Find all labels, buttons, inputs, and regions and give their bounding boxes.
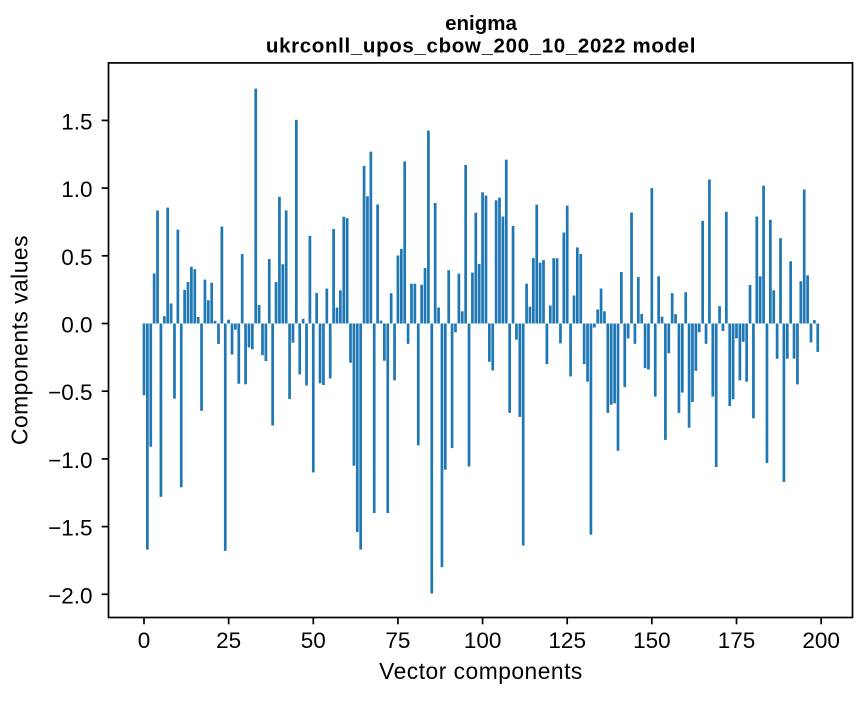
svg-text:75: 75 (385, 628, 410, 653)
svg-text:−1.0: −1.0 (48, 448, 92, 473)
svg-text:enigma: enigma (445, 12, 517, 35)
svg-text:125: 125 (548, 628, 586, 653)
svg-text:0.0: 0.0 (61, 313, 92, 338)
svg-text:−0.5: −0.5 (48, 380, 92, 405)
svg-text:50: 50 (301, 628, 326, 653)
svg-text:1.0: 1.0 (61, 177, 92, 202)
svg-text:0: 0 (138, 628, 151, 653)
svg-text:1.5: 1.5 (61, 109, 92, 134)
svg-text:200: 200 (802, 628, 840, 653)
svg-text:25: 25 (216, 628, 241, 653)
svg-text:0.5: 0.5 (61, 245, 92, 270)
svg-text:100: 100 (464, 628, 502, 653)
svg-text:−2.0: −2.0 (48, 583, 92, 608)
svg-text:150: 150 (633, 628, 671, 653)
svg-text:−1.5: −1.5 (48, 516, 92, 541)
svg-text:Components values: Components values (6, 235, 32, 445)
svg-text:175: 175 (718, 628, 756, 653)
svg-text:ukrconll_upos_cbow_200_10_2022: ukrconll_upos_cbow_200_10_2022 model (266, 35, 696, 58)
svg-text:Vector components: Vector components (379, 658, 583, 684)
